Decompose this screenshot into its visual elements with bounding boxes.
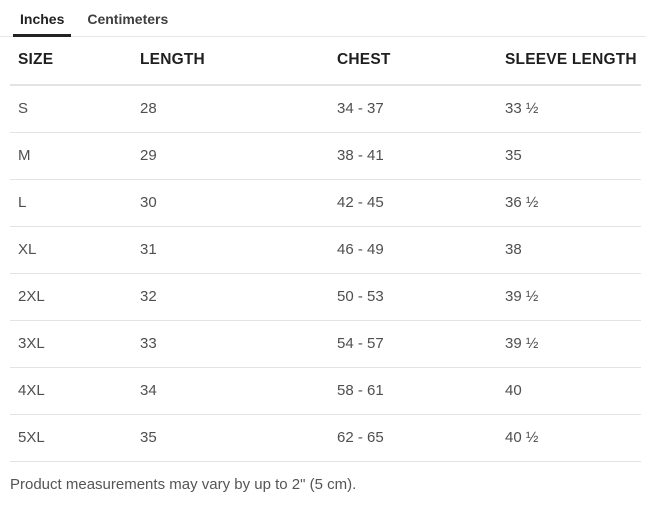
table-row: S 28 34 - 37 33 ½	[10, 85, 641, 133]
measurement-disclaimer: Product measurements may vary by up to 2…	[10, 476, 357, 493]
table-row: L 30 42 - 45 36 ½	[10, 179, 641, 227]
column-header-sleeve-length: SLEEVE LENGTH	[505, 37, 641, 86]
size-table-body: S 28 34 - 37 33 ½ M 29 38 - 41 35 L 30 4…	[10, 85, 641, 462]
size-table-header: SIZE LENGTH CHEST SLEEVE LENGTH	[10, 37, 641, 86]
size-guide-panel: Inches Centimeters SIZE LENGTH CHEST SLE…	[0, 0, 646, 493]
sleeve-length-cell: 33 ½	[505, 85, 641, 133]
length-cell: 34	[140, 367, 337, 415]
tab-inches[interactable]: Inches	[13, 0, 72, 37]
length-cell: 32	[140, 273, 337, 321]
sleeve-length-cell: 35	[505, 132, 641, 180]
table-row: M 29 38 - 41 35	[10, 132, 641, 180]
size-table: SIZE LENGTH CHEST SLEEVE LENGTH S 28 34 …	[10, 37, 641, 462]
tab-centimeters[interactable]: Centimeters	[87, 11, 169, 27]
chest-cell: 38 - 41	[337, 132, 505, 180]
size-cell: 4XL	[10, 367, 140, 415]
chest-cell: 62 - 65	[337, 414, 505, 462]
sleeve-length-cell: 40 ½	[505, 414, 641, 462]
column-header-chest: CHEST	[337, 37, 505, 86]
chest-cell: 54 - 57	[337, 320, 505, 368]
size-cell: XL	[10, 226, 140, 274]
size-cell: S	[10, 85, 140, 133]
table-row: 2XL 32 50 - 53 39 ½	[10, 273, 641, 321]
size-cell: M	[10, 132, 140, 180]
length-cell: 31	[140, 226, 337, 274]
size-cell: L	[10, 179, 140, 227]
table-row: 4XL 34 58 - 61 40	[10, 367, 641, 415]
length-cell: 30	[140, 179, 337, 227]
sleeve-length-cell: 39 ½	[505, 320, 641, 368]
table-row: 3XL 33 54 - 57 39 ½	[10, 320, 641, 368]
length-cell: 33	[140, 320, 337, 368]
chest-cell: 50 - 53	[337, 273, 505, 321]
length-cell: 28	[140, 85, 337, 133]
size-cell: 3XL	[10, 320, 140, 368]
length-cell: 35	[140, 414, 337, 462]
chest-cell: 34 - 37	[337, 85, 505, 133]
chest-cell: 46 - 49	[337, 226, 505, 274]
sleeve-length-cell: 39 ½	[505, 273, 641, 321]
sleeve-length-cell: 40	[505, 367, 641, 415]
chest-cell: 58 - 61	[337, 367, 505, 415]
size-cell: 2XL	[10, 273, 140, 321]
sleeve-length-cell: 38	[505, 226, 641, 274]
table-row: XL 31 46 - 49 38	[10, 226, 641, 274]
column-header-size: SIZE	[10, 37, 140, 86]
table-row: 5XL 35 62 - 65 40 ½	[10, 414, 641, 462]
chest-cell: 42 - 45	[337, 179, 505, 227]
column-header-length: LENGTH	[140, 37, 337, 86]
size-cell: 5XL	[10, 414, 140, 462]
unit-tabs: Inches Centimeters	[0, 0, 646, 37]
length-cell: 29	[140, 132, 337, 180]
sleeve-length-cell: 36 ½	[505, 179, 641, 227]
